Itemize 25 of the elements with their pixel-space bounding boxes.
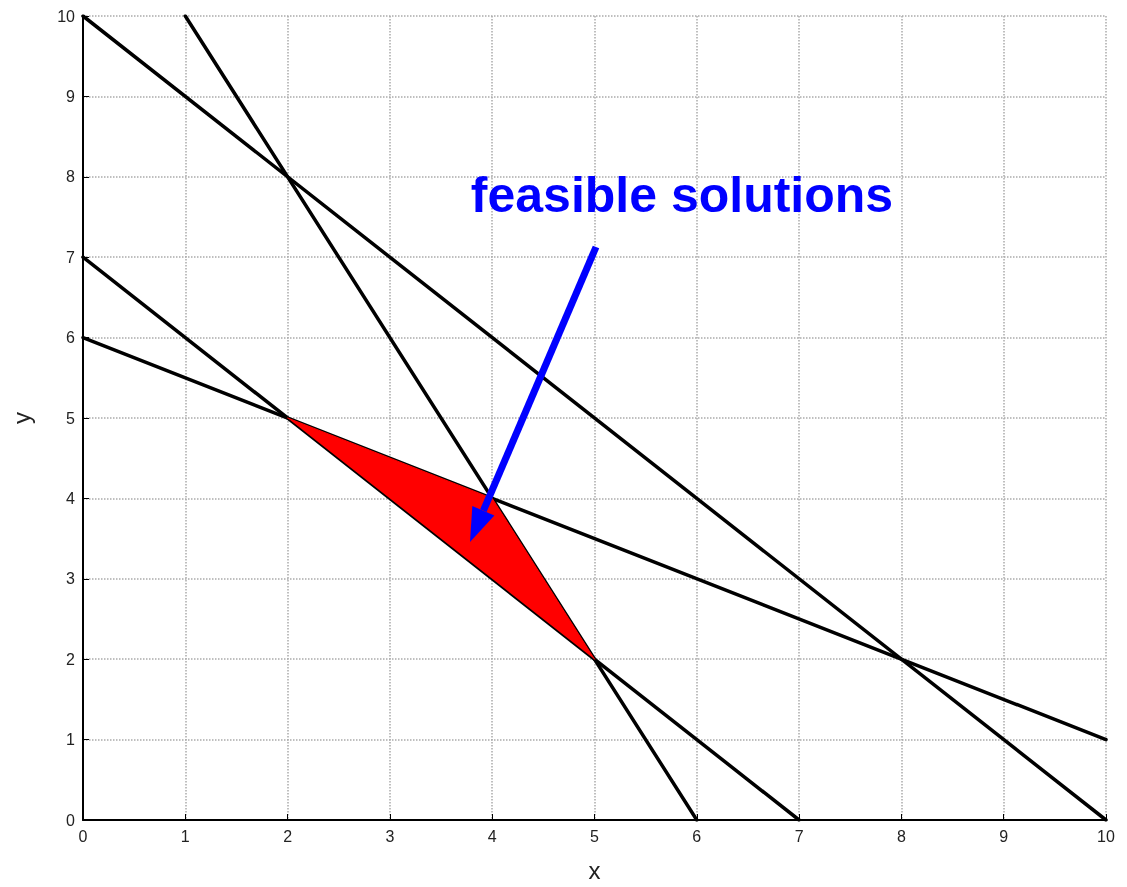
x-tick-label: 10 <box>1097 827 1115 845</box>
y-tick-label: 0 <box>66 811 76 829</box>
x-tick-label: 2 <box>283 827 293 845</box>
y-tick-label: 5 <box>66 409 76 427</box>
x-tick-label: 3 <box>385 827 395 845</box>
x-axis-title: x <box>588 856 601 884</box>
x-tick-label: 7 <box>794 827 804 845</box>
x-tick-label: 9 <box>999 827 1009 845</box>
x-tick-label: 8 <box>896 827 906 845</box>
y-axis-title: y <box>7 412 35 424</box>
x-tick-label: 1 <box>180 827 190 845</box>
y-tick-label: 6 <box>66 329 76 347</box>
x-tick-label: 0 <box>78 827 88 845</box>
y-tick-label: 4 <box>66 489 76 507</box>
annotation: feasible solutions <box>470 166 894 224</box>
y-tick-label: 1 <box>66 731 76 749</box>
y-tick-label: 8 <box>66 168 76 186</box>
y-tick-label: 10 <box>57 7 76 25</box>
x-tick-label: 4 <box>487 827 497 845</box>
y-tick-label: 7 <box>66 248 76 266</box>
y-tick-label: 3 <box>66 570 76 588</box>
x-tick-label: 5 <box>590 827 600 845</box>
y-tick-label: 9 <box>66 87 76 105</box>
y-tick-label: 2 <box>66 650 76 668</box>
x-tick-label: 6 <box>692 827 702 845</box>
